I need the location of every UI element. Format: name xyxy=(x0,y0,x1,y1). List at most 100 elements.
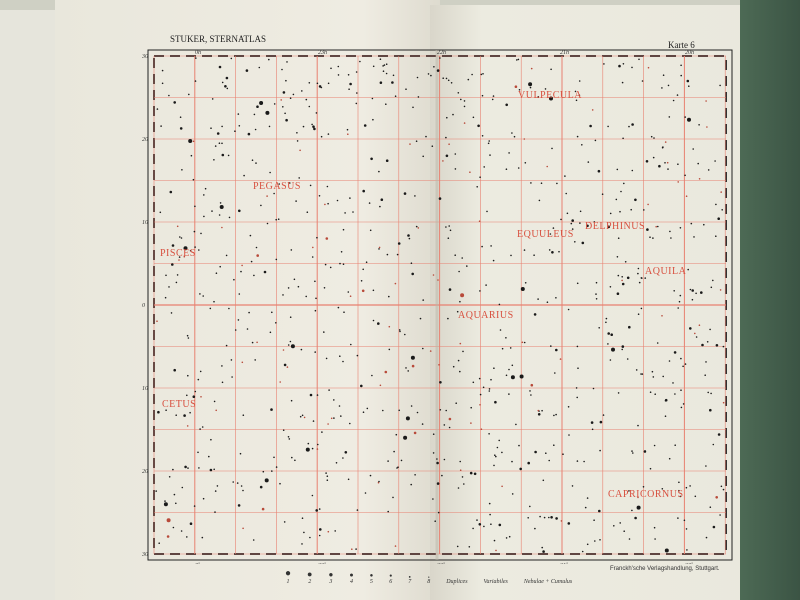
star xyxy=(347,133,349,135)
star xyxy=(685,195,688,197)
star xyxy=(386,253,389,256)
star xyxy=(365,261,368,263)
star xyxy=(325,237,329,240)
star xyxy=(481,135,484,137)
star xyxy=(530,383,534,387)
star xyxy=(677,163,679,165)
star xyxy=(198,467,200,469)
star xyxy=(559,358,562,360)
star xyxy=(312,125,315,128)
star xyxy=(722,401,725,404)
star xyxy=(248,311,250,314)
star xyxy=(705,465,707,467)
star xyxy=(697,162,699,165)
star xyxy=(640,307,643,310)
star xyxy=(228,216,231,219)
star xyxy=(168,286,170,288)
star xyxy=(637,424,639,427)
star xyxy=(574,241,576,243)
star xyxy=(351,548,353,550)
star xyxy=(701,343,704,347)
star xyxy=(712,443,715,446)
star xyxy=(554,372,556,374)
star xyxy=(634,516,637,520)
star xyxy=(590,421,594,424)
star xyxy=(705,536,708,539)
star xyxy=(621,279,623,282)
star xyxy=(610,333,613,337)
star xyxy=(705,100,707,102)
star xyxy=(550,68,552,71)
star xyxy=(513,135,516,138)
star xyxy=(277,218,280,220)
star xyxy=(595,281,598,284)
star xyxy=(667,84,670,87)
star xyxy=(494,400,497,404)
star xyxy=(385,72,388,75)
star xyxy=(678,481,680,484)
star xyxy=(262,470,265,473)
star xyxy=(241,361,244,364)
star xyxy=(234,130,236,132)
star xyxy=(714,160,716,162)
star xyxy=(680,406,683,409)
star xyxy=(661,87,663,89)
star xyxy=(550,516,553,519)
star xyxy=(166,535,170,538)
star xyxy=(370,157,373,161)
star xyxy=(387,510,389,513)
star xyxy=(254,128,257,131)
star xyxy=(530,394,532,396)
star xyxy=(452,113,454,116)
star xyxy=(686,79,690,83)
star xyxy=(501,485,503,488)
star xyxy=(326,479,329,482)
constellation-label-capricornus: CAPRICORNUS xyxy=(608,489,684,500)
star xyxy=(311,256,314,258)
star xyxy=(591,109,594,111)
star xyxy=(527,461,530,465)
star xyxy=(422,155,425,158)
star xyxy=(238,293,241,295)
star xyxy=(447,237,450,239)
star xyxy=(607,332,610,335)
star xyxy=(237,113,240,115)
star xyxy=(380,198,384,201)
star xyxy=(436,69,440,72)
star xyxy=(488,502,491,505)
star xyxy=(225,344,228,347)
star xyxy=(315,112,318,114)
star xyxy=(337,74,340,76)
star xyxy=(552,227,555,229)
star xyxy=(213,468,215,471)
star xyxy=(171,263,174,266)
star xyxy=(284,112,286,115)
star xyxy=(645,160,649,163)
star xyxy=(355,548,357,550)
star xyxy=(709,328,711,331)
star xyxy=(405,367,407,369)
star xyxy=(340,415,342,417)
star xyxy=(646,228,649,231)
star xyxy=(490,378,492,381)
star xyxy=(583,460,585,463)
star xyxy=(221,153,225,157)
star xyxy=(481,94,484,97)
star xyxy=(188,139,193,143)
star xyxy=(210,127,212,129)
star xyxy=(255,246,258,249)
star xyxy=(695,336,698,338)
star xyxy=(528,82,533,87)
star xyxy=(469,171,471,173)
star xyxy=(593,519,595,521)
star xyxy=(164,296,167,299)
star xyxy=(394,282,397,285)
star xyxy=(576,396,578,399)
star xyxy=(719,289,722,291)
star xyxy=(403,192,407,195)
star xyxy=(501,451,503,454)
star xyxy=(339,262,341,265)
star xyxy=(511,493,514,495)
star xyxy=(190,154,193,157)
star xyxy=(303,416,306,419)
